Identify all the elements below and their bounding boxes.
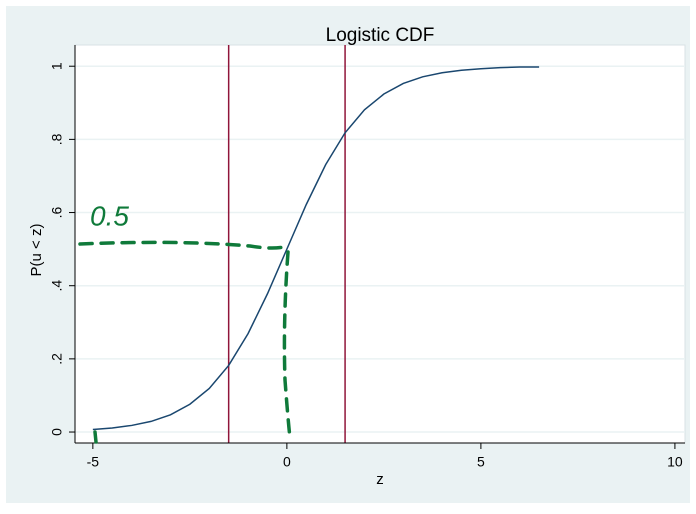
line-series — [92, 66, 540, 431]
y-tick-label: 1 — [49, 62, 65, 70]
grid — [75, 65, 685, 433]
y-axis-label: P(u < z) — [28, 224, 45, 277]
hand-dash — [78, 240, 290, 250]
x-tick-label: 10 — [667, 454, 683, 470]
y-tick-label: .6 — [49, 206, 65, 218]
hand-dash — [282, 250, 292, 440]
y-tick-label: .8 — [49, 133, 65, 145]
handwritten-lines — [78, 240, 292, 444]
y-tick-label: .2 — [49, 353, 65, 365]
x-tick-label: -5 — [87, 454, 100, 470]
chart-title: Logistic CDF — [326, 25, 435, 46]
x-tick-label: 0 — [283, 454, 291, 470]
y-tick-label: 0 — [49, 428, 65, 436]
x-axis-label: z — [376, 471, 384, 488]
handwritten-note: 0.5 — [90, 200, 129, 231]
y-tick-label: .4 — [49, 280, 65, 292]
x-tick-label: 5 — [477, 454, 485, 470]
hand-dash — [93, 430, 98, 444]
